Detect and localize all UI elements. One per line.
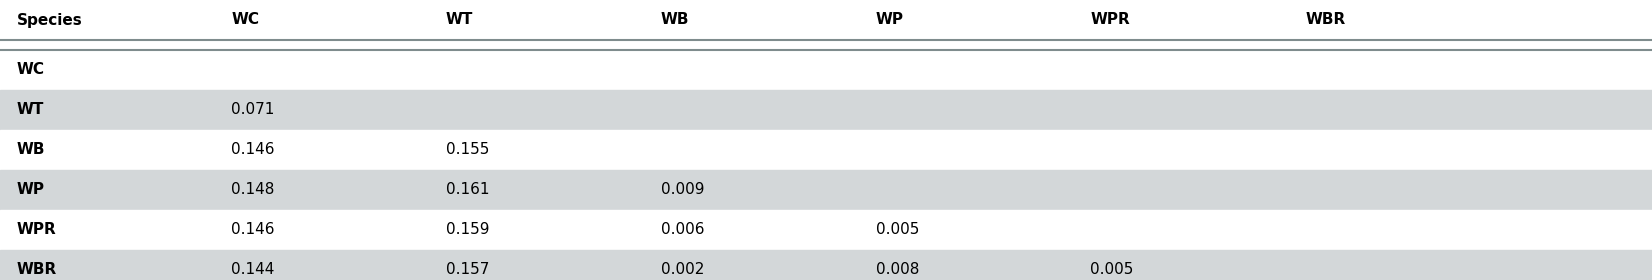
Text: 0.146: 0.146	[231, 142, 274, 157]
Text: 0.155: 0.155	[446, 142, 489, 157]
Text: WC: WC	[231, 13, 259, 27]
Bar	[0, 90, 1652, 130]
Text: 0.161: 0.161	[446, 182, 489, 197]
Text: WP: WP	[17, 182, 45, 197]
Text: WT: WT	[17, 102, 45, 117]
Text: 0.071: 0.071	[231, 102, 274, 117]
Bar	[0, 50, 1652, 90]
Text: 0.006: 0.006	[661, 222, 704, 237]
Text: 0.148: 0.148	[231, 182, 274, 197]
Text: 0.144: 0.144	[231, 262, 274, 277]
Text: 0.008: 0.008	[876, 262, 919, 277]
Text: 0.157: 0.157	[446, 262, 489, 277]
Bar	[0, 0, 1652, 40]
Text: 0.009: 0.009	[661, 182, 704, 197]
Text: WB: WB	[17, 142, 45, 157]
Text: 0.146: 0.146	[231, 222, 274, 237]
Text: Species: Species	[17, 13, 83, 27]
Bar	[0, 130, 1652, 170]
Text: 0.005: 0.005	[876, 222, 919, 237]
Text: WP: WP	[876, 13, 904, 27]
Text: 0.002: 0.002	[661, 262, 704, 277]
Text: WC: WC	[17, 62, 45, 77]
Bar	[0, 250, 1652, 280]
Text: WPR: WPR	[1090, 13, 1130, 27]
Text: WBR: WBR	[17, 262, 56, 277]
Text: 0.159: 0.159	[446, 222, 489, 237]
Bar	[0, 170, 1652, 210]
Text: WT: WT	[446, 13, 474, 27]
Text: 0.005: 0.005	[1090, 262, 1133, 277]
Text: WPR: WPR	[17, 222, 56, 237]
Bar	[0, 210, 1652, 250]
Text: WB: WB	[661, 13, 689, 27]
Text: WBR: WBR	[1305, 13, 1345, 27]
